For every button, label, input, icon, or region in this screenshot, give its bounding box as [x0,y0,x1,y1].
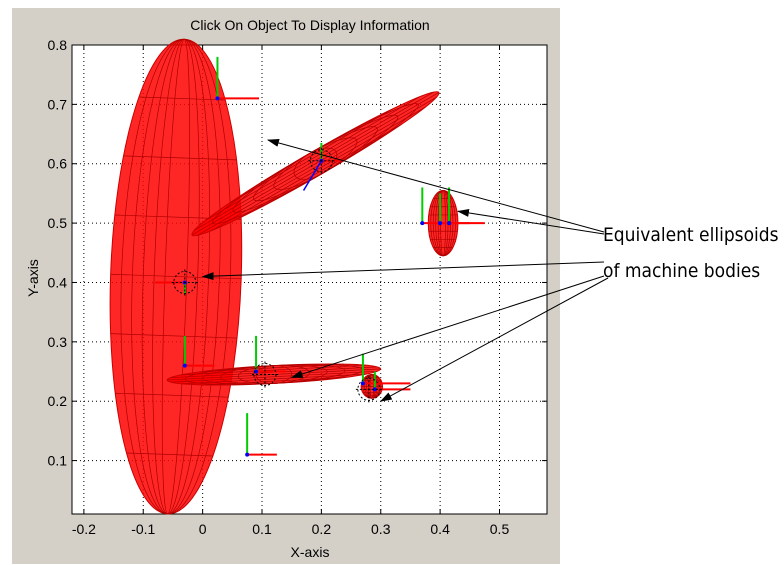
ellipsoid-parallel [203,377,345,386]
x-tick-label: 0.5 [490,521,510,537]
frame-origin [215,96,220,101]
ellipsoid-body[interactable] [360,373,384,399]
x-axis-label: X-axis [291,544,330,560]
y-tick-label: 0.5 [48,215,68,231]
x-tick-label: -0.1 [131,521,155,537]
x-tick-label: 0.3 [371,521,391,537]
callout-text-line-2: of machine bodies [603,260,760,282]
x-tick-label: 0.2 [312,521,332,537]
callout-arrow [290,275,605,378]
x-tick-label: 0.1 [252,521,272,537]
y-tick-label: 0.2 [48,393,68,409]
ellipsoid-parallel [126,452,213,457]
y-axis-label: Y-axis [25,259,41,297]
callout-text-line-1: Equivalent ellipsoids [603,224,779,246]
joint-marker[interactable] [171,269,198,296]
ellipsoid-parallel [181,364,367,376]
ellipsoid-parallel [138,96,226,101]
joint-marker-layer [171,147,382,403]
ellipsoid-parallel [191,92,440,236]
ellipsoid-parallel [123,155,237,161]
frame-origin [438,221,443,226]
joint-marker[interactable] [251,361,278,388]
frame-origin [182,363,187,368]
ellipsoid-parallel [197,97,437,236]
frame-origin [360,381,365,386]
frame-origin [420,221,425,226]
ellipsoid-parallel [115,392,229,398]
callout-arrow [456,208,605,235]
y-tick-label: 0.1 [48,453,68,469]
joint-marker[interactable] [355,376,382,403]
ellipsoid-parallel [229,108,393,204]
y-tick-label: 0.3 [48,334,68,350]
tick-layer: -0.2 -0.1 0 0.1 0.2 0.3 0.4 0.5 0.1 0.2 0.3 0.4 0.5 0… [48,37,547,537]
frame-origin [447,221,452,226]
ellipsoid-parallel [211,106,426,231]
ellipsoid-body[interactable] [186,82,445,245]
callout-arrow [201,261,605,281]
x-tick-label: 0.4 [430,521,450,537]
frame-z-axis [302,160,323,191]
ellipsoid-parallel [205,96,420,221]
ellipsoid-parallel [238,124,402,219]
y-tick-label: 0.4 [48,274,68,290]
ellipsoid-parallel [170,370,378,383]
y-tick-label: 0.6 [48,156,68,172]
y-tick-label: 0.8 [48,37,68,53]
body-layer [109,38,459,515]
x-tick-label: 0 [199,521,207,537]
chart-title: Click On Object To Display Information [190,17,429,33]
frame-origin [372,387,377,392]
joint-marker[interactable] [308,147,335,174]
callout-arrow [266,139,605,233]
y-tick-label: 0.7 [48,96,68,112]
frame-origin [254,369,259,374]
frame-origin [245,452,250,457]
ellipsoid-parallel [110,333,238,339]
annotation-layer: Equivalent ellipsoids of machine bodies [201,139,779,402]
ellipsoid-parallel [181,373,367,385]
x-tick-label: -0.2 [72,521,96,537]
callout-arrow [379,277,609,402]
